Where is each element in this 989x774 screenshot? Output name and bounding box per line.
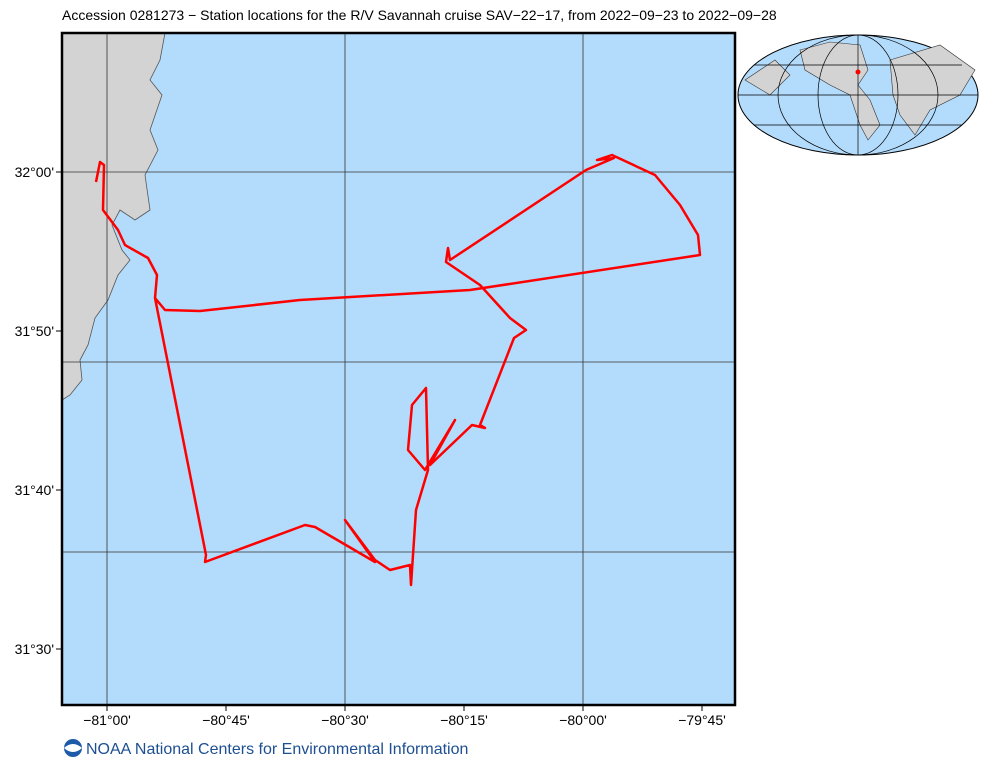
sea <box>62 33 735 705</box>
y-tick-label: 31°40' <box>15 482 54 498</box>
footer-text: NOAA National Centers for Environmental … <box>86 741 468 758</box>
frame <box>60 31 737 707</box>
x-tick-label: −80°15' <box>440 712 488 728</box>
y-tick-label: 31°50' <box>15 323 54 339</box>
y-tick-label: 31°30' <box>15 641 54 657</box>
x-tick-label: −80°45' <box>202 712 250 728</box>
map: −81°00' −80°45' −80°30' −80°15' −80°00' … <box>15 31 737 728</box>
cruise-track <box>94 153 702 587</box>
globe-inset <box>737 34 979 156</box>
x-tick-label: −79°45' <box>678 712 726 728</box>
x-tick-label: −81°00' <box>83 712 131 728</box>
ticks <box>56 171 703 711</box>
title: Accession 0281273 − Station locations fo… <box>62 7 777 23</box>
x-tick-label: −80°00' <box>559 712 607 728</box>
grid <box>62 33 735 705</box>
y-tick-label: 32°00' <box>15 164 54 180</box>
land <box>61 32 166 401</box>
x-tick-label: −80°30' <box>321 712 369 728</box>
footer: NOAA National Centers for Environmental … <box>64 739 468 758</box>
